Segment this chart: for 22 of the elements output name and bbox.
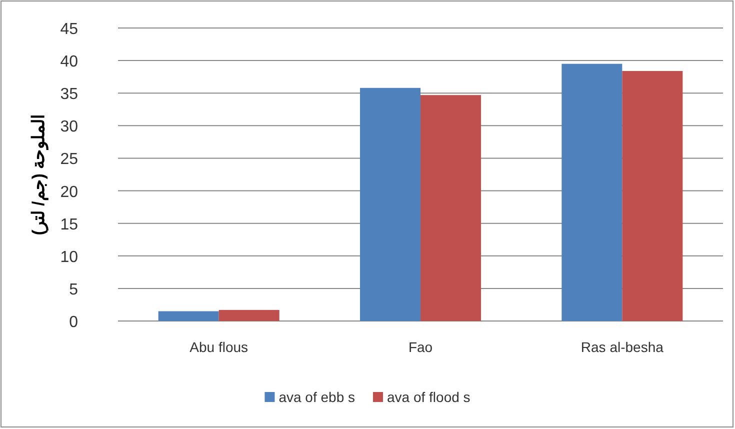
y-tick-label: 5 bbox=[69, 281, 78, 298]
y-tick-label: 25 bbox=[60, 151, 78, 168]
y-tick-label: 30 bbox=[60, 118, 78, 136]
y-tick-label: 40 bbox=[60, 54, 78, 71]
y-axis-title: الملوحة (جم/ لتر) bbox=[29, 114, 49, 236]
y-tick-label: 20 bbox=[60, 184, 78, 201]
y-tick-label: 15 bbox=[60, 216, 78, 234]
bar bbox=[360, 88, 420, 321]
legend-label: ava of ebb s bbox=[278, 389, 355, 405]
bar bbox=[420, 95, 481, 321]
y-tick-label: 45 bbox=[60, 21, 78, 38]
bar bbox=[158, 311, 219, 321]
bar bbox=[622, 70, 683, 321]
x-tick-label: Ras al-besha bbox=[580, 339, 664, 355]
x-tick-label: Abu flous bbox=[190, 339, 248, 355]
y-tick-label: 10 bbox=[60, 248, 78, 266]
x-tick-label: Fao bbox=[408, 339, 433, 355]
bar bbox=[562, 64, 622, 321]
y-tick-label: 35 bbox=[60, 86, 78, 104]
legend-label: ava of flood s bbox=[387, 389, 470, 405]
bar bbox=[218, 310, 280, 321]
y-tick-label: 0 bbox=[69, 314, 78, 331]
